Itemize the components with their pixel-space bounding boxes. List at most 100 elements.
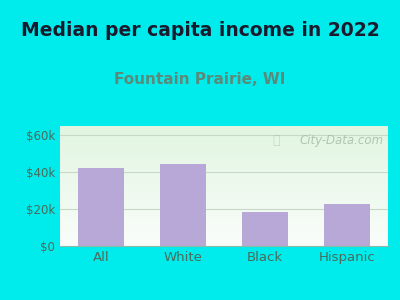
Bar — [60, 209, 388, 210]
Bar — [60, 191, 388, 192]
Bar — [60, 202, 388, 203]
Bar — [60, 186, 388, 187]
Bar — [60, 192, 388, 193]
Bar — [60, 149, 388, 150]
Bar — [60, 224, 388, 226]
Bar — [60, 181, 388, 182]
Bar — [60, 150, 388, 151]
Bar — [60, 146, 388, 148]
Text: Median per capita income in 2022: Median per capita income in 2022 — [21, 21, 379, 40]
Bar — [60, 130, 388, 131]
Bar — [60, 138, 388, 139]
Bar — [60, 216, 388, 217]
Bar — [60, 218, 388, 220]
Bar — [60, 236, 388, 238]
Bar — [60, 134, 388, 136]
Bar — [60, 169, 388, 170]
Bar — [60, 126, 388, 127]
Bar — [60, 230, 388, 232]
Bar — [60, 212, 388, 214]
Bar — [160, 164, 206, 246]
Bar — [60, 203, 388, 204]
Bar — [60, 136, 388, 137]
Bar — [60, 233, 388, 234]
Bar — [60, 166, 388, 167]
Bar — [60, 128, 388, 130]
Bar — [60, 185, 388, 186]
Bar — [60, 194, 388, 196]
Text: City-Data.com: City-Data.com — [300, 134, 384, 147]
Bar — [60, 155, 388, 156]
Bar — [60, 235, 388, 236]
Bar — [60, 173, 388, 174]
Bar — [60, 178, 388, 179]
Bar — [60, 180, 388, 181]
Bar — [60, 164, 388, 166]
Bar — [60, 131, 388, 132]
Bar — [60, 193, 388, 194]
Bar — [242, 212, 288, 246]
Bar — [60, 221, 388, 222]
Bar — [60, 187, 388, 188]
Bar — [60, 190, 388, 191]
Bar — [60, 227, 388, 228]
Bar — [78, 169, 124, 246]
Bar — [60, 163, 388, 164]
Bar — [60, 168, 388, 169]
Bar — [60, 217, 388, 218]
Text: Fountain Prairie, WI: Fountain Prairie, WI — [114, 72, 286, 87]
Bar — [60, 238, 388, 239]
Bar — [60, 197, 388, 198]
Bar — [60, 137, 388, 138]
Bar — [60, 132, 388, 133]
Bar — [324, 203, 370, 246]
Bar — [60, 226, 388, 227]
Bar — [60, 139, 388, 140]
Bar — [60, 245, 388, 246]
Bar — [60, 210, 388, 211]
Bar — [60, 184, 388, 185]
Bar — [60, 172, 388, 173]
Bar — [60, 208, 388, 209]
Bar — [60, 188, 388, 190]
Bar — [60, 241, 388, 242]
Bar — [60, 174, 388, 175]
Bar — [60, 157, 388, 158]
Bar — [60, 239, 388, 240]
Bar — [60, 151, 388, 152]
Bar — [60, 158, 388, 160]
Bar — [60, 127, 388, 128]
Bar — [60, 161, 388, 162]
Bar — [60, 215, 388, 216]
Bar — [60, 200, 388, 202]
Bar — [60, 162, 388, 163]
Bar — [60, 154, 388, 155]
Bar — [60, 152, 388, 154]
Bar — [60, 182, 388, 184]
Bar — [60, 176, 388, 178]
Bar — [60, 156, 388, 157]
Bar — [60, 232, 388, 233]
Bar — [60, 222, 388, 223]
Bar — [60, 229, 388, 230]
Bar — [60, 145, 388, 146]
Bar — [60, 211, 388, 212]
Bar — [60, 179, 388, 180]
Bar — [60, 220, 388, 221]
Bar — [60, 142, 388, 143]
Bar — [60, 198, 388, 199]
Bar — [60, 242, 388, 244]
Bar — [60, 175, 388, 176]
Bar — [60, 206, 388, 208]
Bar — [60, 223, 388, 224]
Bar — [60, 244, 388, 245]
Bar — [60, 143, 388, 144]
Bar — [60, 205, 388, 206]
Bar — [60, 144, 388, 145]
Bar — [60, 140, 388, 142]
Bar — [60, 196, 388, 197]
Bar — [60, 199, 388, 200]
Bar — [60, 240, 388, 241]
Bar — [60, 167, 388, 168]
Bar — [60, 160, 388, 161]
